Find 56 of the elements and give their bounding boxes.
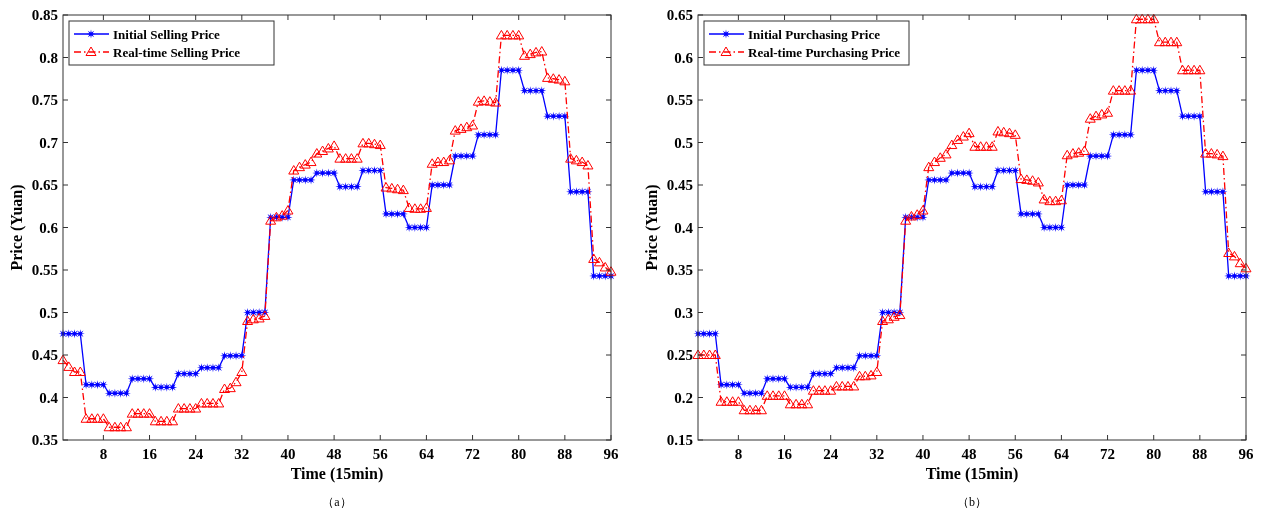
- x-tick-label: 32: [234, 446, 250, 462]
- y-tick-label: 0.65: [666, 7, 693, 23]
- x-tick-label: 64: [418, 446, 435, 462]
- y-tick-label: 0.25: [666, 347, 693, 363]
- x-tick-label: 96: [1238, 446, 1254, 462]
- y-axis-title: Price (Yuan): [8, 184, 26, 271]
- x-tick-label: 40: [280, 446, 296, 462]
- x-tick-label: 80: [1146, 446, 1162, 462]
- x-tick-label: 56: [1007, 446, 1024, 462]
- x-tick-label: 16: [142, 446, 158, 462]
- x-tick-label: 24: [823, 446, 839, 462]
- x-axis-title: Time (15min): [925, 465, 1019, 483]
- y-tick-label: 0.35: [666, 262, 693, 278]
- y-tick-label: 0.65: [31, 177, 58, 193]
- y-tick-label: 0.4: [674, 219, 694, 236]
- y-tick-label: 0.5: [39, 304, 58, 321]
- y-tick-label: 0.3: [674, 304, 693, 321]
- legend-label: Initial Selling Price: [113, 27, 221, 42]
- x-tick-label: 24: [188, 446, 204, 462]
- x-tick-label: 96: [603, 446, 619, 462]
- x-tick-label: 48: [326, 446, 342, 462]
- y-tick-label: 0.7: [39, 134, 59, 151]
- x-tick-label: 88: [557, 446, 573, 462]
- x-tick-label: 8: [99, 446, 108, 462]
- x-axis-title: Time (15min): [290, 465, 384, 483]
- x-tick-label: 16: [777, 446, 793, 462]
- y-tick-label: 0.85: [31, 7, 58, 23]
- y-tick-label: 0.6: [674, 49, 694, 66]
- y-tick-label: 0.45: [666, 177, 693, 193]
- x-tick-label: 80: [511, 446, 527, 462]
- x-tick-label: 56: [372, 446, 389, 462]
- x-tick-label: 72: [1100, 446, 1116, 462]
- y-tick-label: 0.15: [666, 432, 693, 448]
- legend-label: Real-time Purchasing Price: [748, 45, 901, 60]
- y-tick-label: 0.55: [666, 92, 693, 108]
- y-tick-label: 0.2: [674, 389, 693, 406]
- x-tick-label: 8: [734, 446, 743, 462]
- y-tick-label: 0.5: [674, 134, 693, 151]
- y-axis-title: Price (Yuan): [643, 184, 661, 271]
- y-tick-label: 0.35: [31, 432, 58, 448]
- legend-label: Real-time Selling Price: [113, 45, 241, 60]
- text: （a）: [322, 495, 352, 509]
- x-tick-label: 72: [465, 446, 481, 462]
- y-tick-label: 0.6: [39, 219, 59, 236]
- y-tick-label: 0.8: [39, 49, 58, 66]
- y-tick-label: 0.55: [31, 262, 58, 278]
- x-tick-label: 40: [915, 446, 931, 462]
- x-tick-label: 32: [869, 446, 885, 462]
- legend-label: Initial Purchasing Price: [748, 27, 881, 42]
- text: （b）: [957, 495, 987, 509]
- y-tick-label: 0.45: [31, 347, 58, 363]
- y-tick-label: 0.75: [31, 92, 58, 108]
- y-tick-label: 0.4: [39, 389, 59, 406]
- x-tick-label: 48: [961, 446, 977, 462]
- x-tick-label: 88: [1192, 446, 1208, 462]
- x-tick-label: 64: [1053, 446, 1070, 462]
